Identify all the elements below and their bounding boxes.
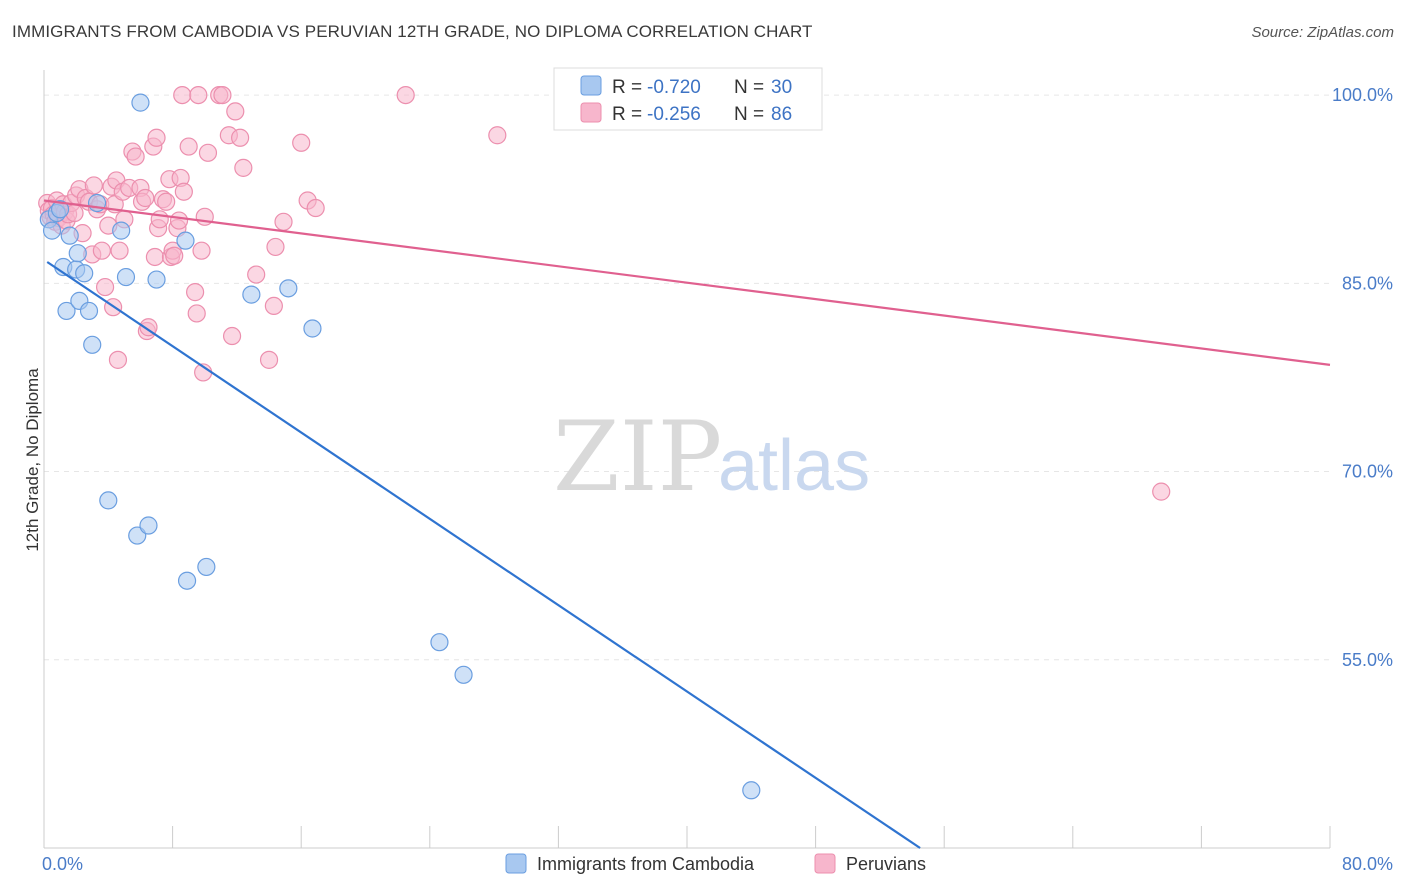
source-label: Source: ZipAtlas.com <box>1251 24 1394 41</box>
trend-lines <box>43 199 1331 849</box>
y-axis-label: 12th Grade, No Diploma <box>23 368 42 552</box>
point-peruvians-62 <box>187 304 206 323</box>
point-cambodia-21 <box>177 571 197 590</box>
point-cambodia-5 <box>57 301 76 321</box>
point-peruvians-59 <box>173 85 192 105</box>
legend-r-label-peruvians: R = <box>612 104 642 125</box>
point-cambodia-24 <box>242 285 261 304</box>
point-cambodia-23 <box>197 557 216 577</box>
point-peruvians-43 <box>139 318 158 337</box>
x-tick-label-0: 0.0% <box>42 854 83 874</box>
point-peruvians-67 <box>198 143 218 162</box>
point-cambodia-3 <box>50 200 70 219</box>
point-cambodia-16 <box>116 267 136 287</box>
point-peruvians-32 <box>108 350 128 369</box>
point-peruvians-50 <box>157 192 176 211</box>
point-cambodia-25 <box>279 279 298 298</box>
point-peruvians-58 <box>174 182 193 201</box>
bottom-legend-swatch-peruvians <box>814 853 836 874</box>
y-tick-label-2: 70.0% <box>1342 462 1393 482</box>
trend-line-cambodia <box>46 261 921 849</box>
x-tick-label-1: 80.0% <box>1342 854 1393 874</box>
point-cambodia-14 <box>99 491 118 510</box>
watermark-zip: ZIP <box>553 401 722 513</box>
point-peruvians-83 <box>396 85 415 105</box>
point-peruvians-22 <box>84 176 103 195</box>
bottom-legend-label-peruvians: Peruvians <box>846 854 926 874</box>
point-peruvians-56 <box>169 211 189 230</box>
watermark-atlas: atlas <box>718 426 870 506</box>
point-cambodia-15 <box>112 221 131 240</box>
legend-swatch-peruvians <box>580 102 602 123</box>
point-peruvians-82 <box>306 198 325 218</box>
y-tick-label-0: 100.0% <box>1332 85 1393 105</box>
point-peruvians-38 <box>126 147 145 166</box>
y-tick-label-1: 85.0% <box>1342 273 1393 293</box>
watermark: ZIP atlas <box>553 401 870 513</box>
bottom-legend-label-cambodia: Immigrants from Cambodia <box>537 854 755 874</box>
legend-swatch-cambodia <box>580 75 602 96</box>
point-peruvians-61 <box>186 283 205 302</box>
point-peruvians-26 <box>95 277 115 297</box>
legend-top: R = -0.720 N = 30 R = -0.256 N = 86 <box>553 67 823 131</box>
point-cambodia-19 <box>139 516 158 535</box>
y-tick-label-3: 55.0% <box>1342 650 1393 670</box>
trend-line-peruvians <box>43 199 1331 366</box>
axes <box>43 70 1331 849</box>
point-peruvians-79 <box>274 212 293 231</box>
grid-lines <box>44 94 1330 661</box>
chart-title: IMMIGRANTS FROM CAMBODIA VS PERUVIAN 12T… <box>12 22 813 41</box>
legend-r-label-cambodia: R = <box>612 77 642 98</box>
point-cambodia-29 <box>742 781 761 800</box>
legend-n-label-cambodia: N = <box>734 77 764 98</box>
point-peruvians-60 <box>179 137 198 156</box>
point-peruvians-63 <box>189 85 208 105</box>
series-cambodia-points <box>39 93 761 800</box>
point-cambodia-8 <box>68 244 87 263</box>
legend-n-label-peruvians: N = <box>734 104 764 125</box>
point-peruvians-69 <box>213 85 232 105</box>
point-cambodia-20 <box>147 270 166 289</box>
point-peruvians-54 <box>165 246 184 265</box>
point-peruvians-41 <box>136 188 155 208</box>
point-cambodia-6 <box>60 226 79 245</box>
point-peruvians-33 <box>110 241 129 260</box>
point-cambodia-18 <box>131 93 150 112</box>
point-peruvians-77 <box>264 296 283 316</box>
x-tick-labels: 0.0% 80.0% <box>42 854 1393 874</box>
legend-r-value-cambodia: -0.720 <box>647 77 701 98</box>
legend-r-value-peruvians: -0.256 <box>647 104 701 125</box>
point-peruvians-71 <box>222 326 242 346</box>
y-tick-labels: 100.0% 85.0% 70.0% 55.0% <box>1332 85 1393 670</box>
point-peruvians-84 <box>488 126 507 145</box>
legend-n-value-peruvians: 86 <box>771 104 792 125</box>
series-peruvians-points <box>38 85 1171 501</box>
point-cambodia-10 <box>75 264 94 283</box>
point-peruvians-73 <box>231 128 250 147</box>
point-peruvians-48 <box>150 210 169 229</box>
point-peruvians-46 <box>147 128 166 147</box>
point-cambodia-1 <box>42 221 62 240</box>
point-cambodia-22 <box>176 231 195 250</box>
point-cambodia-28 <box>454 665 473 684</box>
point-peruvians-45 <box>145 247 165 267</box>
point-cambodia-12 <box>83 335 102 354</box>
point-peruvians-74 <box>234 158 253 177</box>
legend-bottom: Immigrants from Cambodia Peruvians <box>505 853 926 874</box>
legend-n-value-cambodia: 30 <box>771 77 792 98</box>
point-peruvians-64 <box>192 241 211 260</box>
point-peruvians-25 <box>92 241 111 260</box>
point-cambodia-27 <box>430 633 449 652</box>
point-peruvians-80 <box>292 133 311 152</box>
bottom-legend-swatch-cambodia <box>505 853 527 874</box>
point-cambodia-11 <box>79 301 99 321</box>
point-peruvians-72 <box>226 102 245 121</box>
point-cambodia-26 <box>303 319 322 338</box>
point-peruvians-76 <box>259 350 279 369</box>
point-peruvians-85 <box>1152 482 1171 501</box>
point-peruvians-75 <box>247 265 266 284</box>
point-peruvians-78 <box>266 237 285 257</box>
